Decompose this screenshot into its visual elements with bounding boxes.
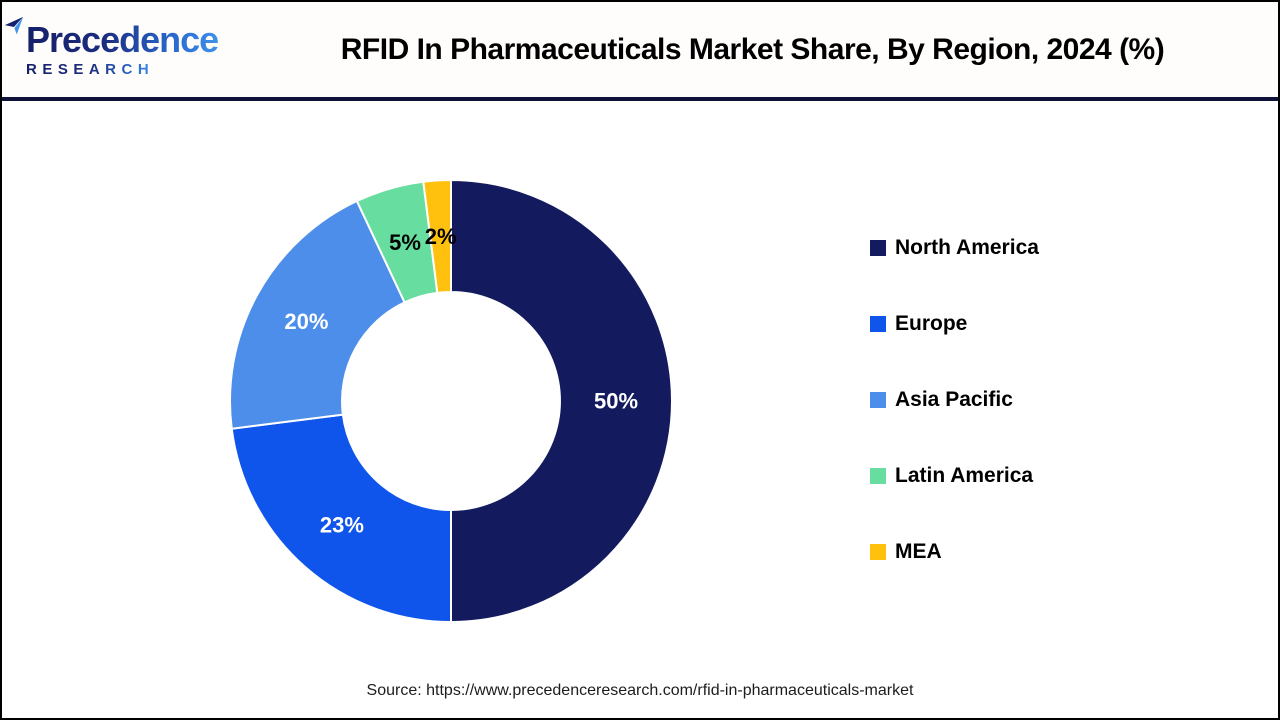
brand-subtitle: RESEARCH xyxy=(26,61,155,78)
data-label-mea: 2% xyxy=(425,224,457,249)
legend-item-asia-pacific: Asia Pacific xyxy=(870,388,1039,412)
pie-slice-europe xyxy=(230,413,452,624)
chart-legend: North America Europe Asia Pacific Latin Ame… xyxy=(870,236,1039,564)
legend-item-mea: MEA xyxy=(870,540,1039,564)
legend-item-latin-america: Latin America xyxy=(870,464,1039,488)
data-label-north-america: 50% xyxy=(594,389,638,414)
donut-chart: 50% 23% 20% 5% 2% xyxy=(229,178,673,624)
header: Precedence RESEARCH RFID In Pharmaceutic… xyxy=(2,2,1278,101)
page-title: RFID In Pharmaceuticals Market Share, By… xyxy=(340,32,1165,66)
pie-slice-north-america xyxy=(450,178,673,624)
data-label-asia-pacific: 20% xyxy=(284,309,328,334)
brand-logo: Precedence RESEARCH xyxy=(2,16,257,78)
legend-swatch-north-america xyxy=(870,240,886,256)
legend-label-latin-america: Latin America xyxy=(895,464,1034,487)
brand-name: Precedence xyxy=(26,19,219,60)
legend-swatch-latin-america xyxy=(870,468,886,484)
legend-label-north-america: North America xyxy=(895,236,1039,259)
data-label-europe: 23% xyxy=(320,512,364,537)
paper-plane-icon xyxy=(4,16,24,35)
source-note: Source: https://www.precedenceresearch.c… xyxy=(366,682,914,699)
legend-swatch-asia-pacific xyxy=(870,392,886,408)
pie-slice-asia-pacific xyxy=(229,199,406,430)
legend-item-north-america: North America xyxy=(870,236,1039,260)
legend-label-europe: Europe xyxy=(895,312,968,335)
title-wrap: RFID In Pharmaceuticals Market Share, By… xyxy=(257,33,1278,67)
legend-label-mea: MEA xyxy=(895,540,942,563)
legend-swatch-europe xyxy=(870,316,886,332)
legend-swatch-mea xyxy=(870,544,886,560)
footer: Source: https://www.precedenceresearch.c… xyxy=(2,682,1278,700)
data-label-latin-america: 5% xyxy=(389,230,421,255)
pie-slice-mea xyxy=(422,178,452,294)
legend-label-asia-pacific: Asia Pacific xyxy=(895,388,1013,411)
legend-item-europe: Europe xyxy=(870,312,1039,336)
